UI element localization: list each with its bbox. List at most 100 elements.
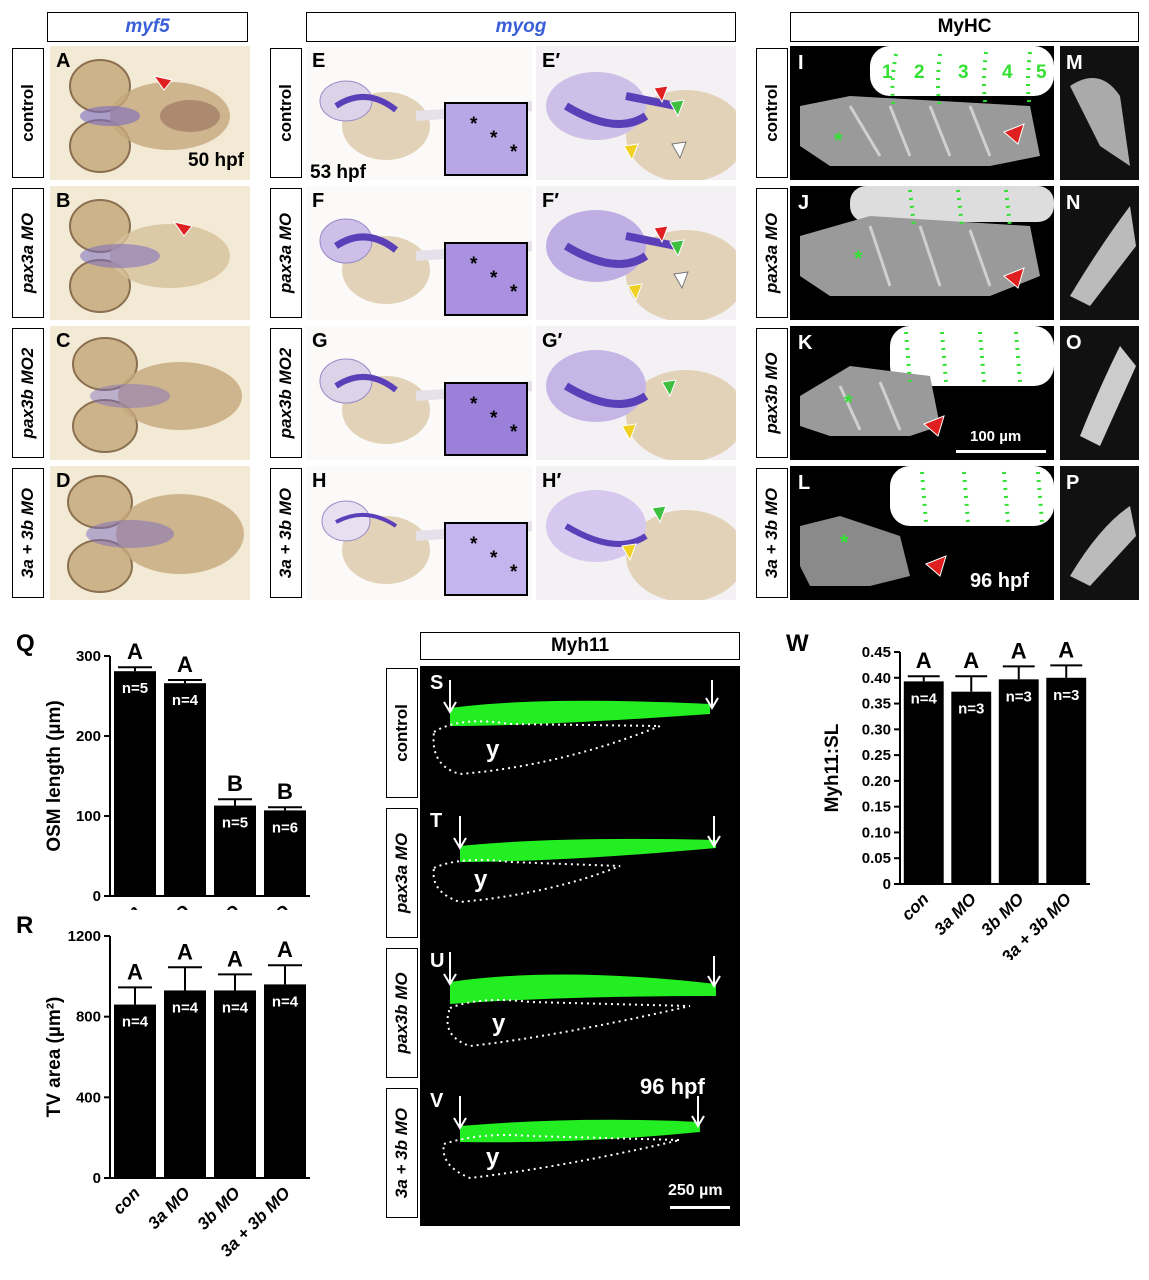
panel-letter: D bbox=[56, 470, 71, 492]
panel-E: * * * E bbox=[306, 46, 532, 180]
somite-number: 1 bbox=[882, 62, 893, 83]
y-tick-label: 0.40 bbox=[862, 670, 891, 687]
panel-letter: Q bbox=[16, 630, 35, 657]
panel-M: M bbox=[1060, 46, 1139, 180]
panel-letter: E bbox=[312, 50, 326, 72]
embryo-dorsal-image bbox=[69, 199, 230, 313]
y-tick-label: 0.10 bbox=[862, 824, 891, 841]
panel-letter: N bbox=[1066, 192, 1081, 214]
green-arrow-icon bbox=[661, 379, 677, 398]
panel-D: D bbox=[50, 466, 250, 600]
y-tick-label: 200 bbox=[76, 728, 101, 745]
header-myog: myog bbox=[306, 12, 736, 42]
n-label: n=4 bbox=[222, 999, 249, 1016]
y-tick-label: 0.45 bbox=[862, 644, 891, 661]
n-label: n=3 bbox=[1006, 688, 1032, 705]
arrow-icon bbox=[443, 952, 457, 986]
y-axis-label: TV area (µm²) bbox=[44, 997, 65, 1118]
row-label-control-myh11: control bbox=[386, 668, 418, 798]
chart-myh11-sl: 0 0.05 0.10 0.15 0.20 0.25 0.30 0.35 0.40 0.45 Myh… bbox=[822, 640, 1090, 960]
panel-letter: I bbox=[798, 52, 804, 74]
n-label: n=4 bbox=[272, 993, 299, 1010]
somite-number: 4 bbox=[1002, 62, 1013, 83]
bar bbox=[903, 681, 944, 884]
stage-label: 96 hpf bbox=[640, 1074, 705, 1099]
panel-letter: A bbox=[56, 50, 71, 72]
row-label-pax3b-myh11: pax3b MO bbox=[386, 948, 418, 1078]
arrow-icon bbox=[705, 680, 719, 710]
category-label: con bbox=[109, 901, 144, 910]
panel-letter: E′ bbox=[542, 50, 561, 72]
panel-letter: L bbox=[798, 472, 811, 494]
panel-A: A 50 hpf bbox=[50, 46, 250, 180]
bar bbox=[951, 691, 992, 884]
y-tick-label: 0.35 bbox=[862, 696, 891, 713]
svg-text:*: * bbox=[854, 246, 863, 271]
panel-letter: C bbox=[56, 330, 71, 352]
row-label-double-mid: 3a + 3b MO bbox=[270, 468, 302, 598]
panel-G-prime: G′ bbox=[536, 326, 736, 460]
panel-letter: M bbox=[1066, 52, 1083, 74]
header-myh11: Myh11 bbox=[420, 632, 740, 660]
green-arrow-icon bbox=[651, 505, 667, 524]
panel-N: N bbox=[1060, 186, 1139, 320]
panel-letter: U bbox=[430, 950, 445, 972]
scale-bar bbox=[956, 450, 1046, 453]
inset-image: * * * bbox=[444, 102, 528, 176]
significance-letter: B bbox=[277, 779, 293, 804]
red-arrow-icon bbox=[923, 415, 945, 437]
bar bbox=[164, 990, 206, 1178]
arrow-icon bbox=[453, 1096, 467, 1130]
bar bbox=[264, 810, 306, 896]
arrow-icon bbox=[453, 816, 467, 850]
bar bbox=[114, 1004, 156, 1178]
yolk-label: y bbox=[486, 736, 500, 763]
category-label: con bbox=[109, 1183, 144, 1218]
category-label: con bbox=[898, 889, 933, 924]
panel-letter: T bbox=[430, 810, 443, 832]
header-myf5: myf5 bbox=[47, 12, 248, 42]
y-tick-label: 0.25 bbox=[862, 747, 891, 764]
y-tick-label: 0 bbox=[883, 876, 891, 893]
category-label: 3a MO bbox=[144, 901, 194, 910]
inset-image: * * * bbox=[444, 522, 528, 596]
arrow-icon bbox=[691, 1096, 705, 1128]
white-arrow-icon bbox=[671, 141, 687, 160]
svg-text:*: * bbox=[844, 390, 853, 415]
n-label: n=3 bbox=[1053, 687, 1079, 704]
panel-J: * J bbox=[790, 186, 1054, 320]
n-label: n=6 bbox=[272, 819, 298, 836]
y-axis-label: Myh11:SL bbox=[822, 723, 843, 812]
muscle-detail-image bbox=[1080, 346, 1136, 446]
arrow-icon bbox=[707, 816, 721, 848]
significance-letter: A bbox=[177, 939, 193, 964]
yolk-label: y bbox=[486, 1144, 500, 1171]
arrow-icon bbox=[707, 956, 721, 988]
y-tick-label: 0.05 bbox=[862, 850, 891, 867]
y-tick-label: 800 bbox=[76, 1009, 101, 1026]
significance-letter: A bbox=[963, 648, 979, 673]
n-label: n=5 bbox=[122, 680, 148, 697]
muscle-image: * bbox=[800, 186, 1054, 296]
significance-letter: A bbox=[127, 959, 143, 984]
stage-label: 53 hpf bbox=[310, 162, 366, 183]
embryo-head-image bbox=[546, 490, 736, 600]
panel-letter: G bbox=[312, 330, 328, 352]
category-label: 3a MO bbox=[931, 889, 981, 939]
panel-letter: W bbox=[786, 630, 809, 657]
y-axis-label: OSM length (µm) bbox=[44, 700, 65, 851]
green-arrow-icon bbox=[669, 99, 685, 118]
significance-letter: A bbox=[127, 640, 143, 664]
panel-C: C bbox=[50, 326, 250, 460]
y-tick-label: 100 bbox=[76, 808, 101, 825]
n-label: n=4 bbox=[122, 1014, 149, 1031]
row-label-control: control bbox=[12, 48, 44, 178]
muscle-image: * bbox=[800, 46, 1054, 166]
embryo-head-image bbox=[546, 350, 736, 460]
panel-H: * * * H bbox=[306, 466, 532, 600]
myh11-fluorescence-image bbox=[432, 680, 730, 1209]
panel-letter: V bbox=[430, 1090, 444, 1112]
n-label: n=3 bbox=[958, 701, 984, 718]
bar bbox=[164, 683, 206, 896]
category-label: 3b MO bbox=[194, 1183, 244, 1233]
